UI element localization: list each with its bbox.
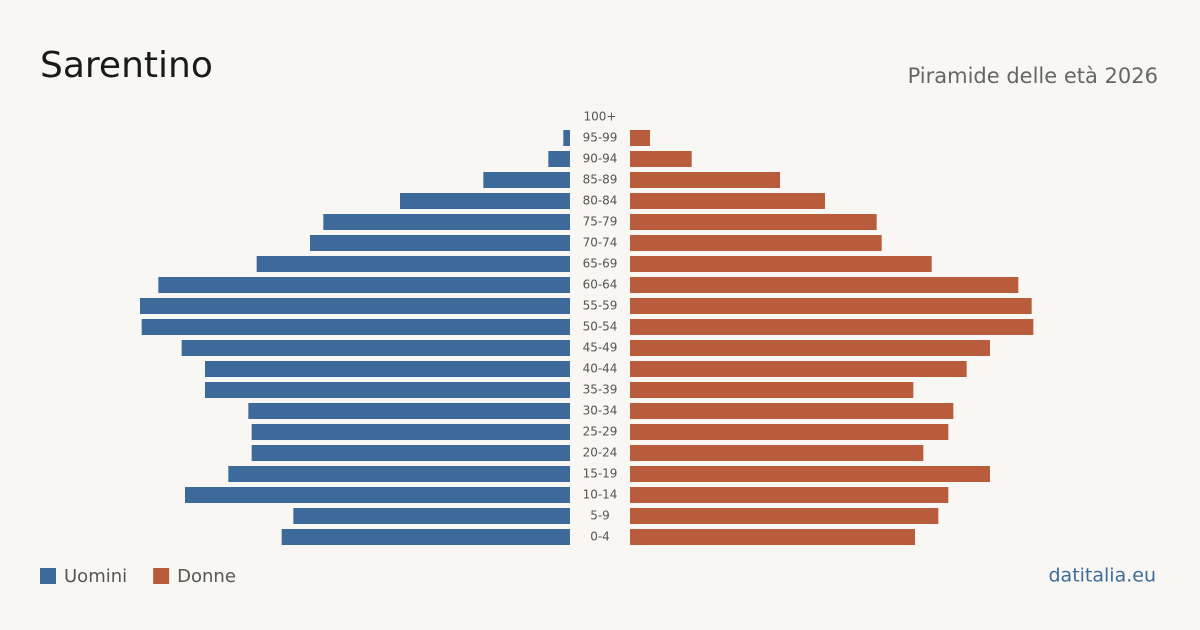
age-label: 65-69 xyxy=(583,257,618,271)
age-label: 10-14 xyxy=(583,488,618,502)
age-label: 20-24 xyxy=(583,446,618,460)
legend-label: Uomini xyxy=(64,566,127,587)
bar xyxy=(323,214,570,230)
age-label: 60-64 xyxy=(583,278,618,292)
legend-swatch xyxy=(40,568,56,584)
bar xyxy=(630,445,924,461)
bar xyxy=(281,529,570,545)
age-label: 100+ xyxy=(584,110,617,124)
bar xyxy=(630,298,1032,314)
bar xyxy=(181,340,570,356)
bar xyxy=(140,298,570,314)
age-label: 35-39 xyxy=(583,383,618,397)
age-label: 55-59 xyxy=(583,299,618,313)
bar xyxy=(483,172,570,188)
bar xyxy=(205,382,570,398)
bar xyxy=(630,172,780,188)
bar xyxy=(563,130,570,146)
bar xyxy=(630,487,949,503)
bar xyxy=(630,130,650,146)
bar xyxy=(630,508,939,524)
bar xyxy=(630,424,949,440)
age-label: 95-99 xyxy=(583,131,618,145)
bar xyxy=(548,151,570,167)
bar xyxy=(630,235,882,251)
bar xyxy=(630,319,1034,335)
chart-subtitle: Piramide delle età 2026 xyxy=(908,64,1158,88)
bar xyxy=(141,319,570,335)
bar xyxy=(630,382,914,398)
bar xyxy=(630,340,990,356)
bar xyxy=(630,529,915,545)
age-label: 50-54 xyxy=(583,320,618,334)
bar xyxy=(251,424,570,440)
bar xyxy=(158,277,571,293)
bar xyxy=(630,151,692,167)
bar xyxy=(205,361,570,377)
bar xyxy=(248,403,571,419)
age-label: 25-29 xyxy=(583,425,618,439)
age-label: 30-34 xyxy=(583,404,618,418)
bar xyxy=(228,466,571,482)
age-label: 90-94 xyxy=(583,152,618,166)
bar xyxy=(630,193,825,209)
age-label: 45-49 xyxy=(583,341,618,355)
bar xyxy=(256,256,570,272)
age-label: 5-9 xyxy=(590,509,610,523)
bar xyxy=(630,466,990,482)
bar xyxy=(400,193,570,209)
bar xyxy=(630,277,1019,293)
source: datitalia.eu xyxy=(1049,565,1157,587)
age-label: 0-4 xyxy=(590,530,610,544)
age-label: 15-19 xyxy=(583,467,618,481)
age-label: 85-89 xyxy=(583,173,618,187)
bar xyxy=(630,403,954,419)
age-label: 70-74 xyxy=(583,236,618,250)
legend-swatch xyxy=(153,568,170,584)
age-label: 80-84 xyxy=(583,194,618,208)
bar xyxy=(293,508,570,524)
chart-title: Sarentino xyxy=(40,45,213,86)
bar xyxy=(630,361,967,377)
age-label: 40-44 xyxy=(583,362,618,376)
bar xyxy=(185,487,570,503)
age-label: 75-79 xyxy=(583,215,618,229)
bar xyxy=(630,256,932,272)
bar xyxy=(630,214,877,230)
bar xyxy=(251,445,570,461)
bar xyxy=(310,235,570,251)
legend-label: Donne xyxy=(177,566,236,587)
